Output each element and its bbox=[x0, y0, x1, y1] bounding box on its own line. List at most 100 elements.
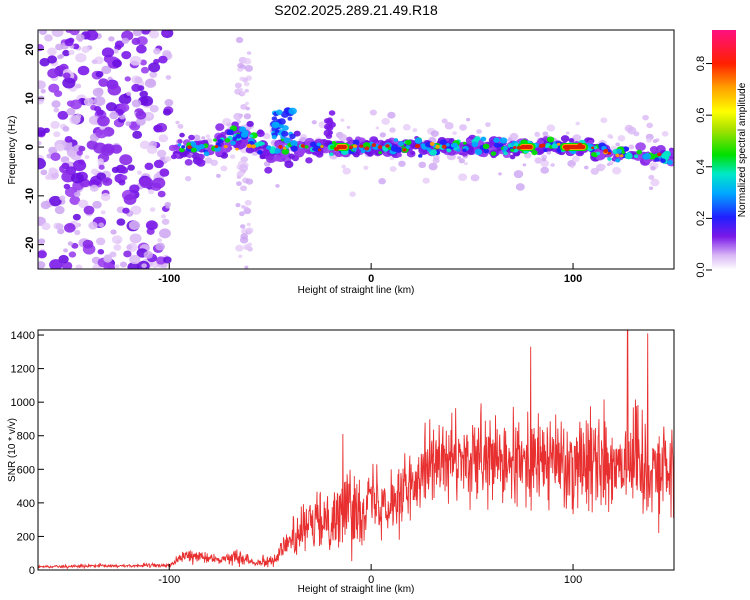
tone-blob bbox=[305, 157, 313, 164]
halo-blob bbox=[542, 131, 549, 137]
hot-blob bbox=[591, 146, 595, 150]
noise-blob bbox=[88, 221, 98, 230]
halo-blob bbox=[193, 134, 201, 141]
hot-blob bbox=[214, 145, 219, 149]
core-blob bbox=[240, 131, 249, 138]
noise-blob bbox=[38, 80, 46, 90]
halo-blob bbox=[509, 132, 519, 141]
tone-blob bbox=[215, 123, 225, 131]
noise-blob bbox=[141, 263, 147, 269]
core-blob bbox=[270, 146, 276, 151]
halo-blob bbox=[311, 120, 317, 125]
noise-blob bbox=[49, 259, 63, 269]
core-blob bbox=[312, 147, 317, 152]
core-blob bbox=[181, 145, 186, 149]
spectrogram-y-label: Frequency (Hz) bbox=[7, 116, 18, 185]
noise-blob bbox=[147, 189, 155, 195]
tone-blob bbox=[265, 154, 277, 164]
core-blob bbox=[232, 136, 238, 141]
core-blob bbox=[249, 134, 254, 138]
snr-series-line bbox=[38, 330, 674, 570]
snr-y-tick-label: 1200 bbox=[11, 364, 35, 376]
snr-y-tick-label: 1000 bbox=[11, 397, 35, 409]
noise-blob bbox=[118, 93, 132, 105]
noise-blob bbox=[54, 205, 65, 215]
core-blob bbox=[544, 144, 549, 148]
noise-blob bbox=[97, 158, 104, 164]
core-blob bbox=[456, 148, 461, 152]
core-blob bbox=[595, 151, 601, 156]
hot-blob bbox=[619, 154, 624, 158]
noise-blob bbox=[38, 127, 47, 137]
halo-blob bbox=[633, 131, 640, 137]
band-blob bbox=[246, 51, 252, 55]
hot-blob bbox=[603, 148, 609, 153]
snr-x-tick-label: 0 bbox=[368, 574, 374, 586]
snr-x-ticks: -100 0 100 bbox=[158, 564, 582, 586]
core-blob bbox=[445, 143, 450, 147]
noise-blob bbox=[123, 250, 132, 258]
noise-blob bbox=[47, 170, 59, 181]
noise-blob bbox=[40, 89, 46, 94]
halo-blob bbox=[615, 142, 620, 147]
band-blob bbox=[240, 224, 246, 229]
noise-blob bbox=[144, 162, 154, 171]
hot-blob bbox=[246, 143, 252, 148]
core-blob bbox=[624, 152, 633, 160]
noise-blob bbox=[69, 99, 82, 110]
band-blob bbox=[240, 103, 248, 110]
noise-blob bbox=[131, 83, 141, 92]
noise-blob bbox=[127, 164, 135, 171]
colorbar: 0.0 0.2 0.4 0.6 0.8 Normalized spectral ampl… bbox=[695, 30, 748, 278]
halo-blob bbox=[215, 173, 221, 178]
snr-y-tick-label: 0 bbox=[29, 565, 35, 577]
noise-blob bbox=[149, 104, 159, 113]
core-blob bbox=[661, 152, 670, 159]
band-blob bbox=[237, 170, 245, 177]
halo-blob bbox=[402, 123, 411, 131]
noise-blob bbox=[48, 146, 58, 155]
noise-blob bbox=[44, 34, 53, 42]
noise-blob bbox=[65, 30, 72, 33]
noise-blob bbox=[132, 130, 143, 139]
snr-y-label: SNR (10 * v/v) bbox=[7, 418, 18, 482]
noise-blob bbox=[158, 55, 168, 64]
halo-blob bbox=[612, 166, 622, 175]
halo-blob bbox=[624, 124, 634, 132]
noise-blob bbox=[91, 59, 98, 65]
noise-blob bbox=[50, 121, 60, 129]
halo-blob bbox=[262, 132, 271, 140]
noise-blob bbox=[129, 184, 140, 194]
noise-blob bbox=[157, 190, 166, 198]
tone-blob bbox=[568, 138, 575, 143]
noise-blob bbox=[61, 162, 70, 170]
halo-blob bbox=[550, 163, 555, 167]
colorbar-label: Normalized spectral amplitude bbox=[737, 82, 748, 217]
core-blob bbox=[621, 150, 626, 155]
halo-blob bbox=[459, 124, 467, 131]
noise-blob bbox=[72, 213, 81, 221]
halo-blob bbox=[418, 161, 427, 169]
halo-blob bbox=[378, 178, 386, 185]
halo-blob bbox=[571, 155, 580, 163]
noise-blob bbox=[84, 155, 90, 160]
tone-blob bbox=[577, 150, 584, 156]
spectrogram-y-tick-label: -10 bbox=[24, 188, 36, 204]
hot-blob bbox=[519, 145, 524, 150]
snr-y-ticks: 0 200 400 600 800 1000 1200 1400 bbox=[11, 330, 44, 577]
hot-blob bbox=[278, 145, 283, 149]
noise-blob bbox=[63, 183, 71, 190]
core-blob bbox=[482, 143, 490, 150]
halo-blob bbox=[458, 173, 468, 182]
noise-blob bbox=[132, 30, 143, 37]
core-blob bbox=[329, 145, 335, 150]
spike-blob bbox=[323, 129, 332, 137]
halo-blob bbox=[648, 186, 654, 190]
colorbar-tick-label: 0.2 bbox=[695, 211, 707, 226]
noise-blob bbox=[96, 109, 104, 116]
noise-blob bbox=[75, 264, 83, 269]
core-blob bbox=[329, 152, 334, 156]
noise-blob bbox=[74, 229, 81, 236]
noise-blob bbox=[149, 207, 156, 212]
noise-blob bbox=[153, 159, 164, 169]
